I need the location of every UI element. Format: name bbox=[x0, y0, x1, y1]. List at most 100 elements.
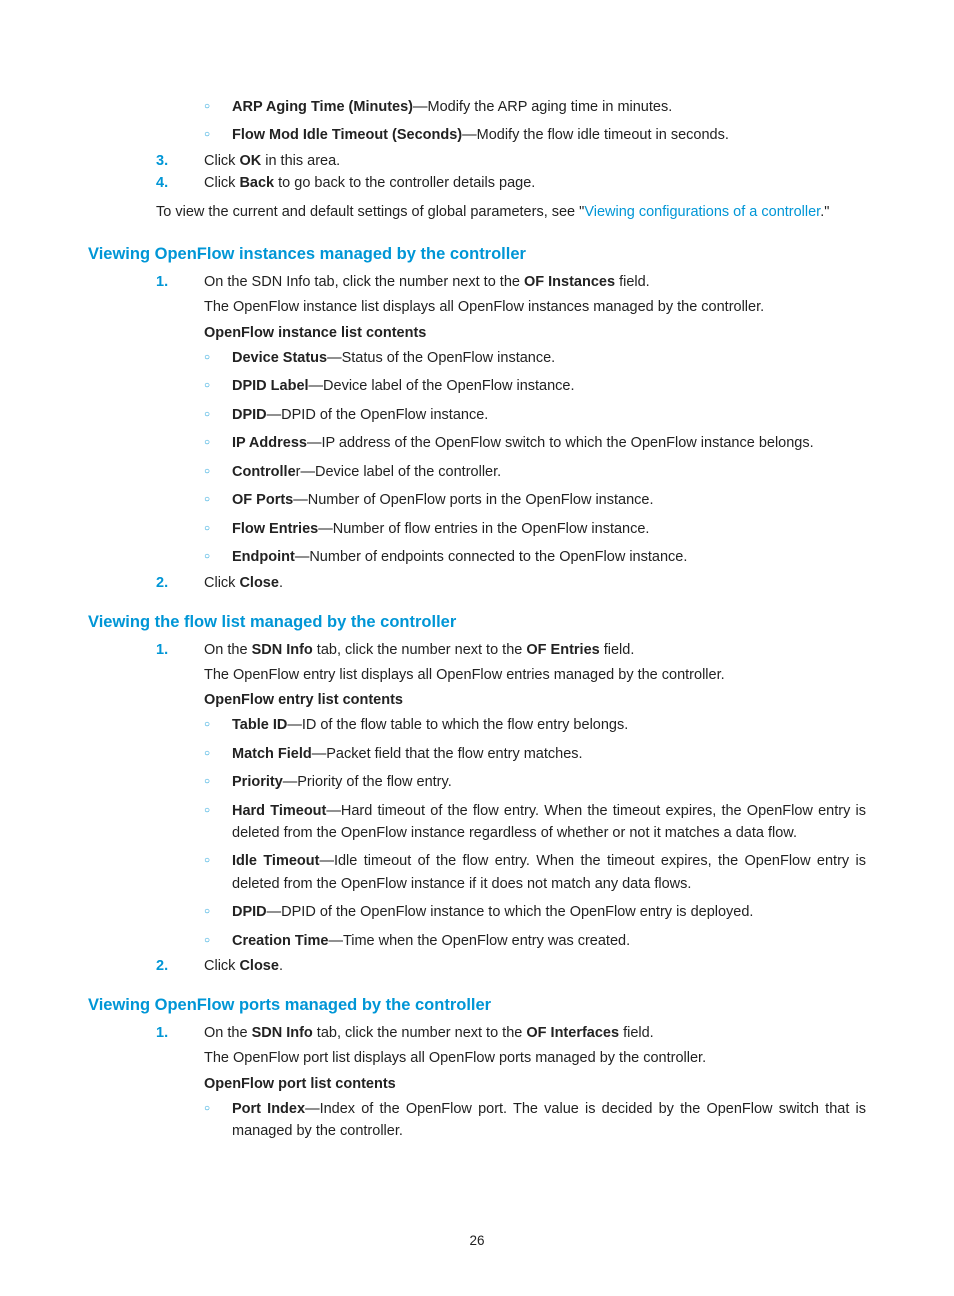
term-desc: —Modify the ARP aging time in minutes. bbox=[413, 99, 672, 115]
step-text-pre: On the bbox=[204, 642, 252, 658]
step-1: 1. On the SDN Info tab, click the number… bbox=[156, 642, 866, 658]
step-4: 4. Click Back to go back to the controll… bbox=[156, 175, 866, 191]
list-item: ○Controller—Device label of the controll… bbox=[204, 461, 866, 483]
step-number: 1. bbox=[156, 1025, 186, 1041]
list-item: ○Endpoint—Number of endpoints connected … bbox=[204, 546, 866, 568]
term: Flow Entries bbox=[232, 521, 318, 537]
step-text-pre: Click bbox=[204, 958, 239, 974]
circle-icon: ○ bbox=[204, 800, 210, 822]
step-text-mid: tab, click the number next to the bbox=[313, 642, 527, 658]
term-desc: —Packet field that the flow entry matche… bbox=[312, 746, 583, 762]
term-desc: —Number of flow entries in the OpenFlow … bbox=[318, 521, 649, 537]
term-desc: —DPID of the OpenFlow instance. bbox=[267, 407, 489, 423]
step-text-pre: Click bbox=[204, 575, 239, 591]
list-item: ○ Flow Entries—Number of flow entries in … bbox=[204, 518, 866, 540]
section2-bullets: ○ Table ID—ID of the flow table to which … bbox=[204, 714, 866, 952]
circle-icon: ○ bbox=[204, 375, 210, 397]
term: Hard Timeout bbox=[232, 803, 326, 819]
trailing-pre: To view the current and default settings… bbox=[156, 204, 584, 220]
step-1: 1. On the SDN Info tab, click the number… bbox=[156, 274, 866, 290]
section1-step2: 2. Click Close. bbox=[156, 575, 866, 591]
term-desc: —Number of endpoints connected to the Op… bbox=[295, 549, 688, 565]
step-number: 2. bbox=[156, 958, 186, 974]
step-text-bold: OF Instances bbox=[524, 274, 615, 290]
circle-icon: ○ bbox=[204, 850, 210, 872]
step-text-bold: Back bbox=[239, 175, 274, 191]
trailing-post: ." bbox=[820, 204, 829, 220]
step-bold1: SDN Info bbox=[252, 1025, 313, 1041]
list-item: ○ Table ID—ID of the flow table to which … bbox=[204, 714, 866, 736]
list-item: ○ Device Status—Status of the OpenFlow in… bbox=[204, 347, 866, 369]
list-item: ○ Flow Mod Idle Timeout (Seconds)—Modify… bbox=[204, 124, 866, 146]
circle-icon: ○ bbox=[204, 124, 210, 146]
page-number: 26 bbox=[0, 1233, 954, 1248]
step-text-mid: tab, click the number next to the bbox=[313, 1025, 527, 1041]
circle-icon: ○ bbox=[204, 404, 210, 426]
term: ARP Aging Time (Minutes) bbox=[232, 99, 413, 115]
step-number: 3. bbox=[156, 153, 186, 169]
step-number: 1. bbox=[156, 642, 186, 658]
list-item: ○Match Field—Packet field that the flow … bbox=[204, 743, 866, 765]
step-bold2: OF Interfaces bbox=[526, 1025, 619, 1041]
term: Table ID bbox=[232, 717, 287, 733]
term-desc: —Device label of the OpenFlow instance. bbox=[309, 378, 575, 394]
term: Match Field bbox=[232, 746, 312, 762]
term-desc: —Number of OpenFlow ports in the OpenFlo… bbox=[293, 492, 653, 508]
term: Controlle bbox=[232, 464, 296, 480]
trailing-paragraph: To view the current and default settings… bbox=[156, 201, 866, 223]
list-item: ○ Port Index—Index of the OpenFlow port. … bbox=[204, 1098, 866, 1143]
circle-icon: ○ bbox=[204, 461, 210, 483]
term: Port Index bbox=[232, 1101, 305, 1117]
step-text-bold: Close bbox=[239, 958, 279, 974]
list-item: ○ DPID—DPID of the OpenFlow instance. bbox=[204, 404, 866, 426]
circle-icon: ○ bbox=[204, 432, 210, 454]
step-text-post: field. bbox=[615, 274, 650, 290]
step-bold2: OF Entries bbox=[526, 642, 599, 658]
continued-bullet-list: ○ ARP Aging Time (Minutes)—Modify the AR… bbox=[204, 96, 866, 147]
section2-list-title: OpenFlow entry list contents bbox=[204, 692, 866, 708]
step-text-post: field. bbox=[619, 1025, 654, 1041]
step-text-pre: Click bbox=[204, 175, 239, 191]
section2-desc: The OpenFlow entry list displays all Ope… bbox=[204, 664, 866, 686]
list-item: ○ Idle Timeout—Idle timeout of the flow e… bbox=[204, 850, 866, 895]
step-number: 1. bbox=[156, 274, 186, 290]
circle-icon: ○ bbox=[204, 347, 210, 369]
term: Priority bbox=[232, 774, 283, 790]
term-desc: —Idle timeout of the flow entry. When th… bbox=[232, 853, 866, 891]
term: Flow Mod Idle Timeout (Seconds) bbox=[232, 127, 462, 143]
circle-icon: ○ bbox=[204, 901, 210, 923]
section1-desc: The OpenFlow instance list displays all … bbox=[204, 296, 866, 318]
term: DPID bbox=[232, 407, 267, 423]
list-item: ○Hard Timeout—Hard timeout of the flow e… bbox=[204, 800, 866, 845]
term-desc: —ID of the flow table to which the flow … bbox=[287, 717, 628, 733]
step-2: 2. Click Close. bbox=[156, 958, 866, 974]
list-item: ○IP Address—IP address of the OpenFlow s… bbox=[204, 432, 866, 454]
term: DPID Label bbox=[232, 378, 309, 394]
circle-icon: ○ bbox=[204, 1098, 210, 1120]
step-text-bold: OK bbox=[239, 153, 261, 169]
cross-ref-link[interactable]: Viewing configurations of a controller bbox=[584, 204, 820, 220]
heading-flow-list: Viewing the flow list managed by the con… bbox=[88, 613, 866, 632]
step-text-pre: Click bbox=[204, 153, 239, 169]
circle-icon: ○ bbox=[204, 930, 210, 952]
step-text-post: in this area. bbox=[261, 153, 340, 169]
section1-list-title: OpenFlow instance list contents bbox=[204, 325, 866, 341]
term: Device Status bbox=[232, 350, 327, 366]
list-item: ○Creation Time—Time when the OpenFlow en… bbox=[204, 930, 866, 952]
circle-icon: ○ bbox=[204, 518, 210, 540]
circle-icon: ○ bbox=[204, 714, 210, 736]
step-number: 2. bbox=[156, 575, 186, 591]
section3-desc: The OpenFlow port list displays all Open… bbox=[204, 1047, 866, 1069]
heading-of-instances: Viewing OpenFlow instances managed by th… bbox=[88, 245, 866, 264]
term-desc: —Time when the OpenFlow entry was create… bbox=[328, 933, 630, 949]
term-desc: —Priority of the flow entry. bbox=[283, 774, 452, 790]
term-desc: —Index of the OpenFlow port. The value i… bbox=[232, 1101, 866, 1139]
step-1: 1. On the SDN Info tab, click the number… bbox=[156, 1025, 866, 1041]
circle-icon: ○ bbox=[204, 771, 210, 793]
step-text-pre: On the bbox=[204, 1025, 252, 1041]
step-3: 3. Click OK in this area. bbox=[156, 153, 866, 169]
term: Idle Timeout bbox=[232, 853, 319, 869]
term-desc: —Status of the OpenFlow instance. bbox=[327, 350, 555, 366]
section3-bullets: ○ Port Index—Index of the OpenFlow port. … bbox=[204, 1098, 866, 1143]
step-text-post: . bbox=[279, 575, 283, 591]
